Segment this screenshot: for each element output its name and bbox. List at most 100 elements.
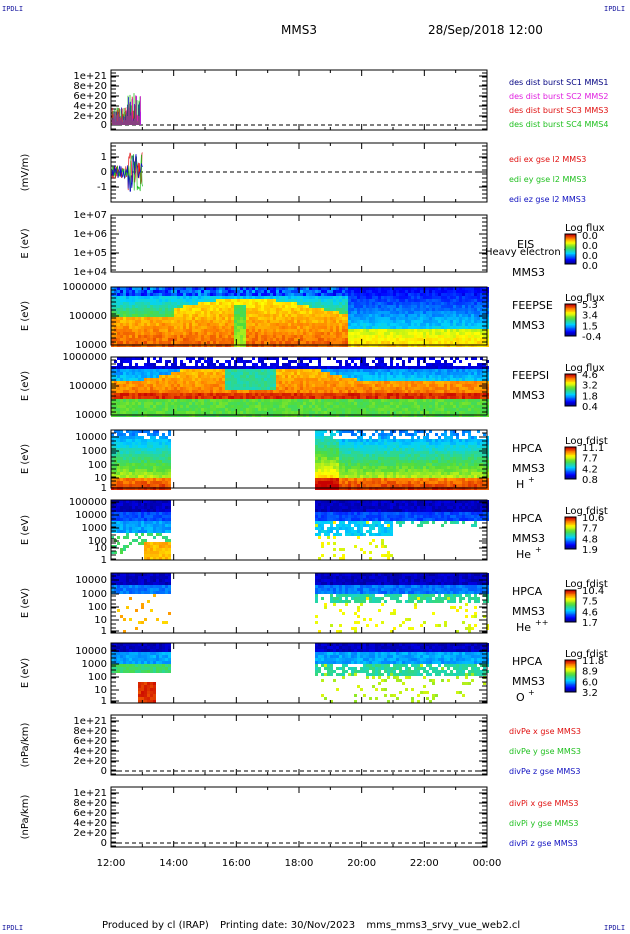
colorbar-tick-label: 5.3 (582, 300, 598, 311)
spectrogram-cell (279, 329, 282, 332)
spectrogram-cell (174, 317, 177, 320)
spectrogram-cell (321, 314, 324, 317)
spectrogram-cell (282, 405, 285, 408)
spectrogram-cell (453, 305, 456, 308)
spectrogram-cell (336, 293, 339, 296)
spectrogram-cell (192, 329, 195, 332)
spectrogram-cell (432, 402, 435, 405)
spectrogram-cell (411, 323, 414, 326)
spectrogram-cell (171, 381, 174, 384)
spectrogram-cell (132, 341, 135, 344)
spectrogram-cell (207, 363, 210, 366)
spectrogram-cell (429, 405, 432, 408)
spectrogram-cell (324, 393, 327, 396)
spectrogram-cell (186, 329, 189, 332)
spectrogram-cell (279, 341, 282, 344)
spectrogram-cell (159, 320, 162, 323)
spectrogram-cell (165, 363, 168, 366)
spectrogram-cell (309, 341, 312, 344)
colorbar-tick-label: 0.0 (582, 241, 598, 252)
spectrogram-cell (420, 369, 423, 372)
spectrogram-cell (129, 299, 132, 302)
spectrogram-cell (174, 302, 177, 305)
spectrogram-cell (117, 305, 120, 308)
spectrogram-cell (300, 375, 303, 378)
spectrogram-cell (228, 311, 231, 314)
spectrogram-cell (417, 305, 420, 308)
spectrogram-cell (414, 332, 417, 335)
spectrogram-cell (285, 308, 288, 311)
spectrogram-cell (120, 369, 123, 372)
spectrogram-cell (120, 341, 123, 344)
spectrogram-cell (135, 405, 138, 408)
spectrogram-cell (375, 311, 378, 314)
spectrogram-cell (276, 366, 279, 369)
spectrogram-cell (321, 287, 324, 290)
spectrogram-cell (234, 338, 237, 341)
spectrogram-cell (129, 381, 132, 384)
spectrogram-cell (165, 360, 168, 363)
spectrogram-cell (180, 375, 183, 378)
spectrogram-cell (168, 375, 171, 378)
spectrogram-cell (267, 314, 270, 317)
spectrogram-cell (297, 402, 300, 405)
spectrogram-cell (192, 317, 195, 320)
spectrogram-cell (132, 405, 135, 408)
spectrogram-cell (336, 372, 339, 375)
spectrogram-cell (189, 402, 192, 405)
spectrogram-cell (249, 408, 252, 411)
spectrogram-cell (174, 308, 177, 311)
spectrogram-cell (459, 287, 462, 290)
spectrogram-cell (183, 332, 186, 335)
spectrogram-cell (366, 287, 369, 290)
spectrogram-cell (123, 329, 126, 332)
spectrogram-cell (252, 329, 255, 332)
spectrogram-cell (240, 387, 243, 390)
spectrogram-cell (210, 287, 213, 290)
spectrogram-cell (465, 311, 468, 314)
spectrogram-cell (126, 296, 129, 299)
spectrogram-cell (315, 387, 318, 390)
spectrogram-cell (390, 302, 393, 305)
spectrogram-cell (129, 326, 132, 329)
spectrogram-cell (210, 405, 213, 408)
spectrogram-cell (168, 308, 171, 311)
spectrogram-cell (303, 381, 306, 384)
spectrogram-cell (468, 305, 471, 308)
spectrogram-cell (414, 308, 417, 311)
series-legend-label: des dist burst SC3 MMS3 (509, 106, 608, 115)
colorbar-cell (565, 237, 576, 240)
spectrogram-cell (201, 369, 204, 372)
spectrogram-cell (246, 290, 249, 293)
spectrogram-cell (399, 308, 402, 311)
spectrogram-cell (111, 408, 114, 411)
spectrogram-cell (198, 411, 201, 414)
spectrogram-cell (453, 293, 456, 296)
spectrogram-cell (294, 360, 297, 363)
spectrogram-cell (252, 293, 255, 296)
spectrogram-cell (393, 311, 396, 314)
spectrogram-cell (318, 323, 321, 326)
spectrogram-cell (168, 332, 171, 335)
spectrogram-cell (384, 335, 387, 338)
spectrogram-cell (195, 366, 198, 369)
spectrogram-cell (141, 296, 144, 299)
spectrogram-cell (180, 341, 183, 344)
spectrogram-cell (354, 311, 357, 314)
spectrogram-cell (171, 390, 174, 393)
spectrogram-cell (309, 396, 312, 399)
spectrogram-cell (378, 311, 381, 314)
spectrogram-cell (429, 375, 432, 378)
spectrogram-cell (111, 381, 114, 384)
spectrogram-cell (315, 369, 318, 372)
spectrogram-cell (156, 326, 159, 329)
spectrogram-cell (204, 402, 207, 405)
spectrogram-cell (351, 341, 354, 344)
spectrogram-cell (183, 308, 186, 311)
spectrogram-cell (285, 399, 288, 402)
spectrogram-cell (225, 396, 228, 399)
spectrogram-cell (465, 338, 468, 341)
spectrogram-cell (471, 314, 474, 317)
spectrogram-cell (249, 317, 252, 320)
spectrogram-cell (153, 363, 156, 366)
